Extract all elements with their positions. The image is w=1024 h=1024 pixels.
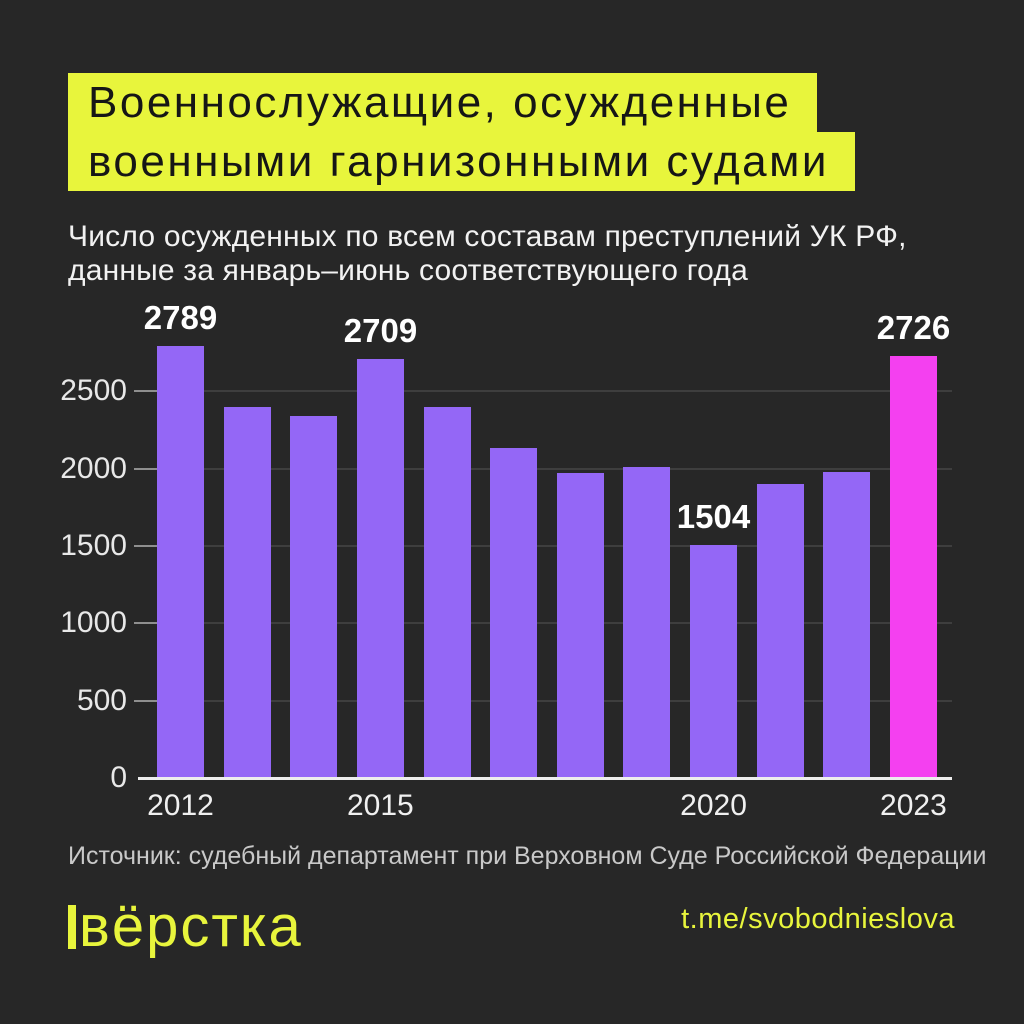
gridline-1500 (138, 544, 952, 547)
title-line-2: военными гарнизонными судами (68, 132, 855, 191)
bar-2012 (157, 346, 204, 778)
y-axis-label-2500: 2500 (60, 374, 127, 408)
title-line-1-text: Военнослужащие, осужденные (88, 78, 792, 127)
y-axis-label-1000: 1000 (60, 606, 127, 640)
bar-2015 (357, 359, 404, 778)
x-axis-label-2023: 2023 (880, 789, 947, 822)
bar-2016 (424, 407, 471, 778)
gridline-2500 (138, 390, 952, 393)
bar-2017 (490, 448, 537, 778)
x-axis-label-2015: 2015 (347, 789, 414, 822)
y-axis-label-2000: 2000 (60, 451, 127, 485)
y-tick-2000 (134, 467, 157, 470)
value-label-2020: 1504 (676, 498, 751, 535)
x-axis-label-2020: 2020 (680, 789, 747, 822)
gridline-1000 (138, 622, 952, 625)
source-note: Источник: судебный департамент при Верхо… (68, 842, 987, 870)
telegram-link[interactable]: t.me/svobodnieslova (681, 903, 955, 935)
bar-2013 (224, 407, 271, 778)
y-axis-label-0: 0 (110, 761, 127, 794)
y-tick-2500 (134, 390, 157, 393)
title-line-1: Военнослужащие, осужденные (68, 73, 818, 132)
y-tick-500 (134, 699, 157, 702)
y-tick-1000 (134, 622, 157, 625)
bar-2014 (290, 416, 337, 778)
y-axis-label-1500: 1500 (60, 528, 127, 562)
logo-text: вёрстка (79, 894, 303, 959)
y-tick-1500 (134, 544, 157, 547)
subtitle-line-2: данные за январь–июнь соответствующего г… (68, 254, 748, 287)
value-label-2012: 2789 (143, 299, 218, 336)
bar-2018 (557, 473, 604, 778)
title-line-2-text: военными гарнизонными судами (88, 137, 829, 186)
y-axis-label-500: 500 (76, 683, 127, 717)
value-label-2015: 2709 (343, 312, 418, 349)
bar-2020 (690, 545, 737, 778)
bar-2021 (757, 484, 804, 778)
chart-subtitle: Число осужденных по всем составам престу… (68, 220, 907, 288)
bar-2023 (890, 356, 937, 778)
subtitle-line-1: Число осужденных по всем составам престу… (68, 220, 907, 253)
x-axis-line (138, 777, 952, 780)
gridline-500 (138, 699, 952, 702)
bar-2019 (623, 467, 670, 778)
bar-2022 (823, 472, 870, 778)
x-axis-label-2012: 2012 (147, 789, 214, 822)
logo-stem-mark (68, 905, 76, 949)
value-label-2023: 2726 (876, 309, 951, 346)
gridline-2000 (138, 467, 952, 470)
page-title: Военнослужащие, осужденные военными гарн… (68, 73, 855, 191)
verstka-logo: вёрстка (68, 896, 303, 958)
